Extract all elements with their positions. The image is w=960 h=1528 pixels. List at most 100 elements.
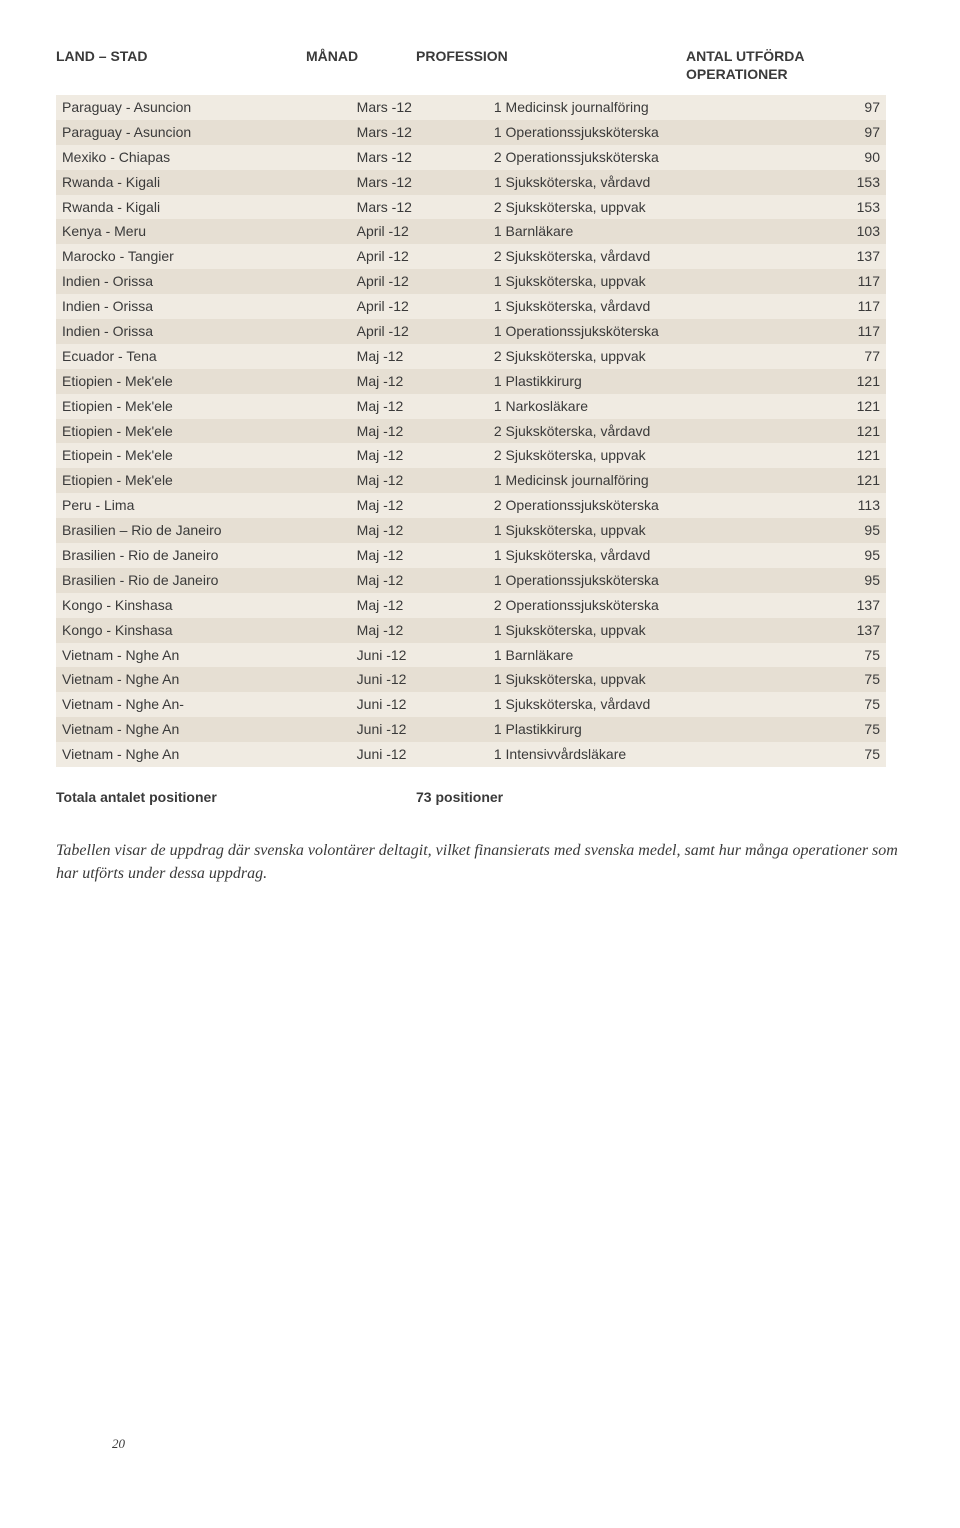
- cell-profession: 2 Sjuksköterska, uppvak: [488, 443, 805, 468]
- cell-profession: 1 Plastikkirurg: [488, 717, 805, 742]
- cell-profession: 1 Sjuksköterska, vårdavd: [488, 543, 805, 568]
- cell-land: Mexiko - Chiapas: [56, 145, 351, 170]
- cell-land: Paraguay - Asuncion: [56, 120, 351, 145]
- table-row: Etiopien - Mek'eleMaj -121 Plastikkirurg…: [56, 369, 886, 394]
- cell-count: 97: [805, 120, 886, 145]
- table-row: Peru - LimaMaj -122 Operationssjuksköter…: [56, 493, 886, 518]
- cell-profession: 1 Medicinsk journalföring: [488, 95, 805, 120]
- cell-count: 137: [805, 244, 886, 269]
- cell-land: Kongo - Kinshasa: [56, 618, 351, 643]
- cell-land: Vietnam - Nghe An: [56, 742, 351, 767]
- table-row: Vietnam - Nghe AnJuni -121 Intensivvårds…: [56, 742, 886, 767]
- table-row: Rwanda - KigaliMars -121 Sjuksköterska, …: [56, 170, 886, 195]
- cell-land: Rwanda - Kigali: [56, 195, 351, 220]
- header-profession: PROFESSION: [416, 48, 686, 83]
- cell-count: 75: [805, 742, 886, 767]
- cell-count: 121: [805, 419, 886, 444]
- cell-land: Vietnam - Nghe An: [56, 643, 351, 668]
- cell-month: Maj -12: [351, 493, 488, 518]
- table-row: Etiopien - Mek'eleMaj -121 Narkosläkare1…: [56, 394, 886, 419]
- cell-count: 95: [805, 518, 886, 543]
- cell-profession: 2 Operationssjuksköterska: [488, 493, 805, 518]
- table-row: Indien - OrissaApril -121 Sjuksköterska,…: [56, 294, 886, 319]
- table-row: Ecuador - TenaMaj -122 Sjuksköterska, up…: [56, 344, 886, 369]
- table-row: Marocko - TangierApril -122 Sjukskötersk…: [56, 244, 886, 269]
- cell-profession: 2 Operationssjuksköterska: [488, 145, 805, 170]
- cell-profession: 1 Sjuksköterska, vårdavd: [488, 170, 805, 195]
- cell-count: 113: [805, 493, 886, 518]
- cell-profession: 2 Sjuksköterska, uppvak: [488, 344, 805, 369]
- cell-month: April -12: [351, 269, 488, 294]
- cell-land: Indien - Orissa: [56, 269, 351, 294]
- cell-profession: 1 Operationssjuksköterska: [488, 120, 805, 145]
- cell-count: 95: [805, 543, 886, 568]
- cell-count: 90: [805, 145, 886, 170]
- table-row: Kongo - KinshasaMaj -122 Operationssjuks…: [56, 593, 886, 618]
- cell-month: Maj -12: [351, 344, 488, 369]
- table-row: Vietnam - Nghe AnJuni -121 Plastikkirurg…: [56, 717, 886, 742]
- cell-count: 75: [805, 667, 886, 692]
- cell-land: Etiopien - Mek'ele: [56, 369, 351, 394]
- cell-month: Juni -12: [351, 717, 488, 742]
- cell-month: April -12: [351, 244, 488, 269]
- table-row: Etiopein - Mek'eleMaj -122 Sjuksköterska…: [56, 443, 886, 468]
- totals-value: 73 positioner: [416, 789, 503, 805]
- cell-land: Marocko - Tangier: [56, 244, 351, 269]
- cell-count: 153: [805, 170, 886, 195]
- table-row: Vietnam - Nghe AnJuni -121 Barnläkare75: [56, 643, 886, 668]
- cell-month: April -12: [351, 294, 488, 319]
- cell-count: 75: [805, 643, 886, 668]
- table-row: Brasilien - Rio de JaneiroMaj -121 Opera…: [56, 568, 886, 593]
- cell-month: Juni -12: [351, 742, 488, 767]
- cell-month: Mars -12: [351, 95, 488, 120]
- cell-count: 121: [805, 394, 886, 419]
- cell-count: 95: [805, 568, 886, 593]
- cell-land: Etiopien - Mek'ele: [56, 394, 351, 419]
- cell-land: Vietnam - Nghe An-: [56, 692, 351, 717]
- cell-count: 77: [805, 344, 886, 369]
- header-count-line1: ANTAL UTFÖRDA: [686, 48, 886, 66]
- cell-count: 75: [805, 717, 886, 742]
- cell-month: Maj -12: [351, 443, 488, 468]
- table-row: Etiopien - Mek'eleMaj -122 Sjuksköterska…: [56, 419, 886, 444]
- header-count: ANTAL UTFÖRDA OPERATIONER: [686, 48, 886, 83]
- cell-profession: 1 Operationssjuksköterska: [488, 319, 805, 344]
- cell-count: 137: [805, 593, 886, 618]
- table-row: Paraguay - AsuncionMars -121 Operationss…: [56, 120, 886, 145]
- cell-count: 117: [805, 294, 886, 319]
- header-count-line2: OPERATIONER: [686, 66, 886, 84]
- cell-month: Juni -12: [351, 643, 488, 668]
- cell-profession: 1 Sjuksköterska, vårdavd: [488, 294, 805, 319]
- cell-month: Mars -12: [351, 170, 488, 195]
- cell-count: 121: [805, 468, 886, 493]
- cell-profession: 1 Intensivvårdsläkare: [488, 742, 805, 767]
- cell-count: 121: [805, 369, 886, 394]
- cell-profession: 2 Sjuksköterska, vårdavd: [488, 244, 805, 269]
- cell-land: Vietnam - Nghe An: [56, 717, 351, 742]
- cell-land: Etiopein - Mek'ele: [56, 443, 351, 468]
- cell-land: Paraguay - Asuncion: [56, 95, 351, 120]
- cell-land: Brasilien - Rio de Janeiro: [56, 568, 351, 593]
- cell-count: 117: [805, 269, 886, 294]
- cell-month: April -12: [351, 319, 488, 344]
- table-row: Brasilien - Rio de JaneiroMaj -121 Sjuks…: [56, 543, 886, 568]
- cell-profession: 2 Sjuksköterska, vårdavd: [488, 419, 805, 444]
- totals-label: Totala antalet positioner: [56, 789, 416, 805]
- table-row: Etiopien - Mek'eleMaj -121 Medicinsk jou…: [56, 468, 886, 493]
- table-row: Rwanda - KigaliMars -122 Sjuksköterska, …: [56, 195, 886, 220]
- cell-profession: 1 Sjuksköterska, vårdavd: [488, 692, 805, 717]
- table-caption: Tabellen visar de uppdrag där svenska vo…: [56, 839, 904, 885]
- cell-month: Maj -12: [351, 593, 488, 618]
- header-month: MÅNAD: [306, 48, 416, 83]
- cell-land: Etiopien - Mek'ele: [56, 419, 351, 444]
- cell-count: 97: [805, 95, 886, 120]
- table-header: LAND – STAD MÅNAD PROFESSION ANTAL UTFÖR…: [56, 48, 904, 83]
- cell-profession: 1 Narkosläkare: [488, 394, 805, 419]
- cell-month: Mars -12: [351, 120, 488, 145]
- cell-month: Juni -12: [351, 692, 488, 717]
- cell-profession: 1 Medicinsk journalföring: [488, 468, 805, 493]
- cell-count: 121: [805, 443, 886, 468]
- cell-count: 103: [805, 219, 886, 244]
- cell-land: Indien - Orissa: [56, 319, 351, 344]
- cell-count: 117: [805, 319, 886, 344]
